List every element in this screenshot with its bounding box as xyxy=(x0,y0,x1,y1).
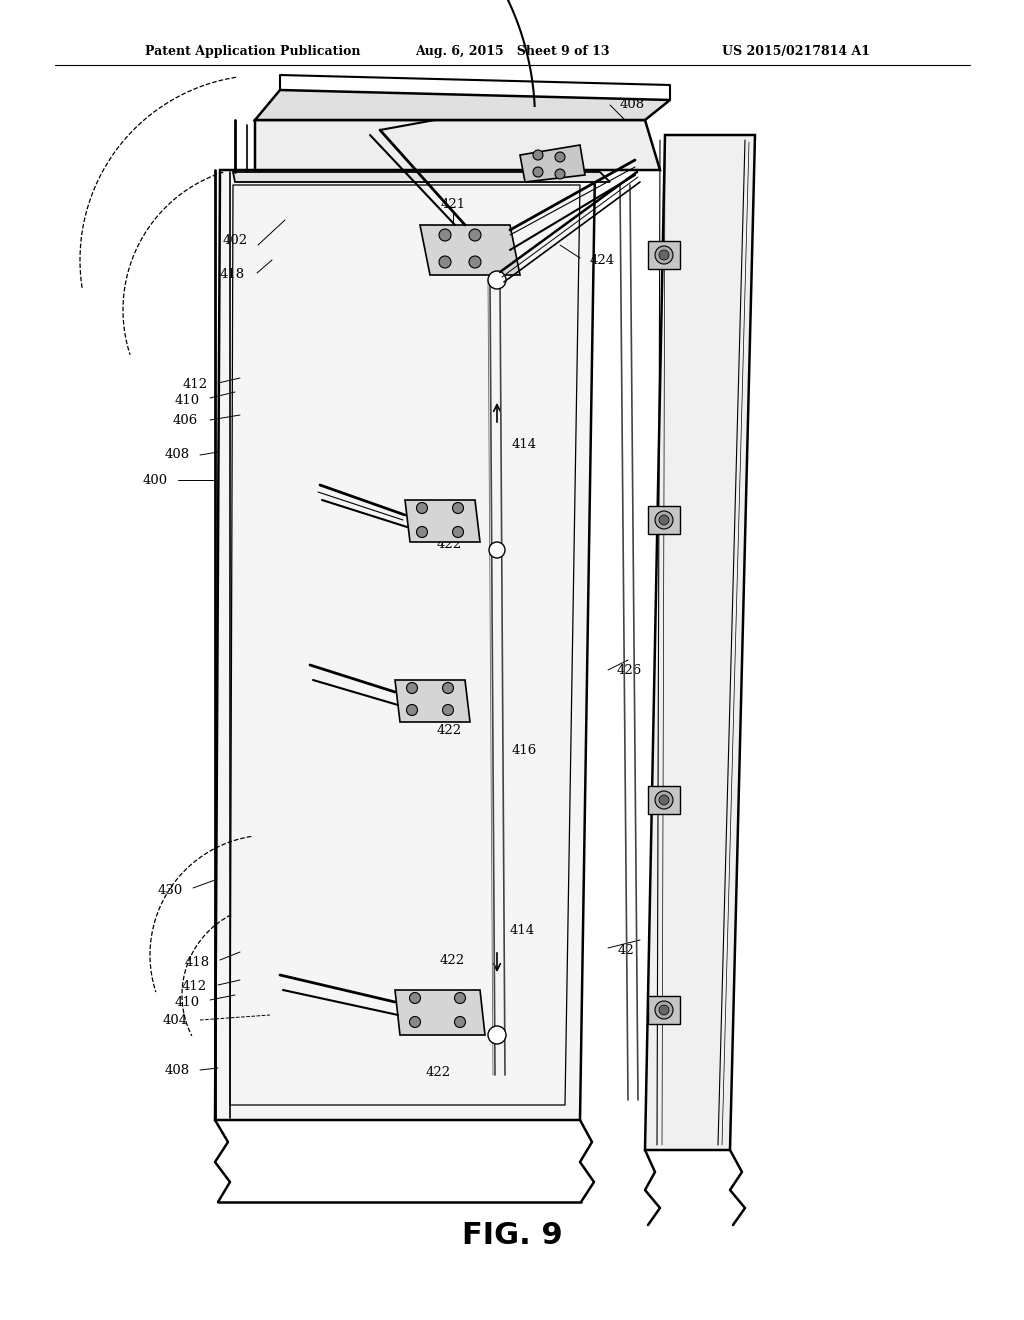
Text: 406: 406 xyxy=(173,413,198,426)
Polygon shape xyxy=(648,785,680,814)
Text: 410: 410 xyxy=(175,393,200,407)
Text: 408: 408 xyxy=(620,99,645,111)
Polygon shape xyxy=(255,120,660,170)
Circle shape xyxy=(659,795,669,805)
Text: 42: 42 xyxy=(618,944,635,957)
Circle shape xyxy=(655,246,673,264)
Polygon shape xyxy=(645,135,755,1150)
Circle shape xyxy=(417,527,427,537)
Circle shape xyxy=(488,1026,506,1044)
Text: US 2015/0217814 A1: US 2015/0217814 A1 xyxy=(722,45,870,58)
Circle shape xyxy=(455,1016,466,1027)
Text: 418: 418 xyxy=(185,956,210,969)
Polygon shape xyxy=(215,170,595,1119)
Text: 400: 400 xyxy=(143,474,168,487)
Circle shape xyxy=(488,271,506,289)
Circle shape xyxy=(659,515,669,525)
Text: 421: 421 xyxy=(440,198,466,211)
Polygon shape xyxy=(395,680,470,722)
Polygon shape xyxy=(406,500,480,543)
Circle shape xyxy=(442,682,454,693)
Text: 410: 410 xyxy=(175,995,200,1008)
Text: 422: 422 xyxy=(437,723,462,737)
Text: 408: 408 xyxy=(165,1064,190,1077)
Circle shape xyxy=(469,256,481,268)
Circle shape xyxy=(555,169,565,180)
Circle shape xyxy=(655,1001,673,1019)
Polygon shape xyxy=(520,145,585,182)
Polygon shape xyxy=(420,224,520,275)
Text: 422: 422 xyxy=(440,953,465,966)
Text: 421: 421 xyxy=(435,704,460,717)
Text: 416: 416 xyxy=(512,743,538,756)
Circle shape xyxy=(407,682,418,693)
Text: 424: 424 xyxy=(590,253,615,267)
Text: 402: 402 xyxy=(223,234,248,247)
Text: Patent Application Publication: Patent Application Publication xyxy=(145,45,360,58)
Circle shape xyxy=(489,543,505,558)
Circle shape xyxy=(407,705,418,715)
Text: Aug. 6, 2015   Sheet 9 of 13: Aug. 6, 2015 Sheet 9 of 13 xyxy=(415,45,609,58)
Text: 412: 412 xyxy=(183,379,208,392)
Text: 418: 418 xyxy=(220,268,245,281)
Circle shape xyxy=(455,993,466,1003)
Text: 412: 412 xyxy=(182,981,207,994)
Circle shape xyxy=(410,1016,421,1027)
Circle shape xyxy=(555,152,565,162)
Circle shape xyxy=(417,503,427,513)
Circle shape xyxy=(469,228,481,242)
Text: 426: 426 xyxy=(617,664,642,676)
Circle shape xyxy=(453,503,464,513)
Polygon shape xyxy=(648,242,680,269)
Text: 421: 421 xyxy=(442,513,467,527)
Polygon shape xyxy=(395,990,485,1035)
Circle shape xyxy=(442,705,454,715)
Polygon shape xyxy=(648,997,680,1024)
Circle shape xyxy=(439,256,451,268)
Text: 414: 414 xyxy=(510,924,536,936)
Polygon shape xyxy=(255,90,670,120)
Circle shape xyxy=(655,791,673,809)
Text: FIG. 9: FIG. 9 xyxy=(462,1221,562,1250)
Text: 408: 408 xyxy=(165,449,190,462)
Circle shape xyxy=(534,168,543,177)
Text: 422: 422 xyxy=(425,1065,451,1078)
Circle shape xyxy=(439,228,451,242)
Circle shape xyxy=(410,993,421,1003)
Text: 414: 414 xyxy=(512,438,538,451)
Polygon shape xyxy=(648,506,680,535)
Circle shape xyxy=(534,150,543,160)
Circle shape xyxy=(659,1005,669,1015)
Text: 422: 422 xyxy=(437,539,462,552)
Circle shape xyxy=(453,527,464,537)
Circle shape xyxy=(655,511,673,529)
Text: 404: 404 xyxy=(163,1014,188,1027)
Text: 430: 430 xyxy=(158,883,183,896)
Circle shape xyxy=(659,249,669,260)
Polygon shape xyxy=(233,172,610,182)
